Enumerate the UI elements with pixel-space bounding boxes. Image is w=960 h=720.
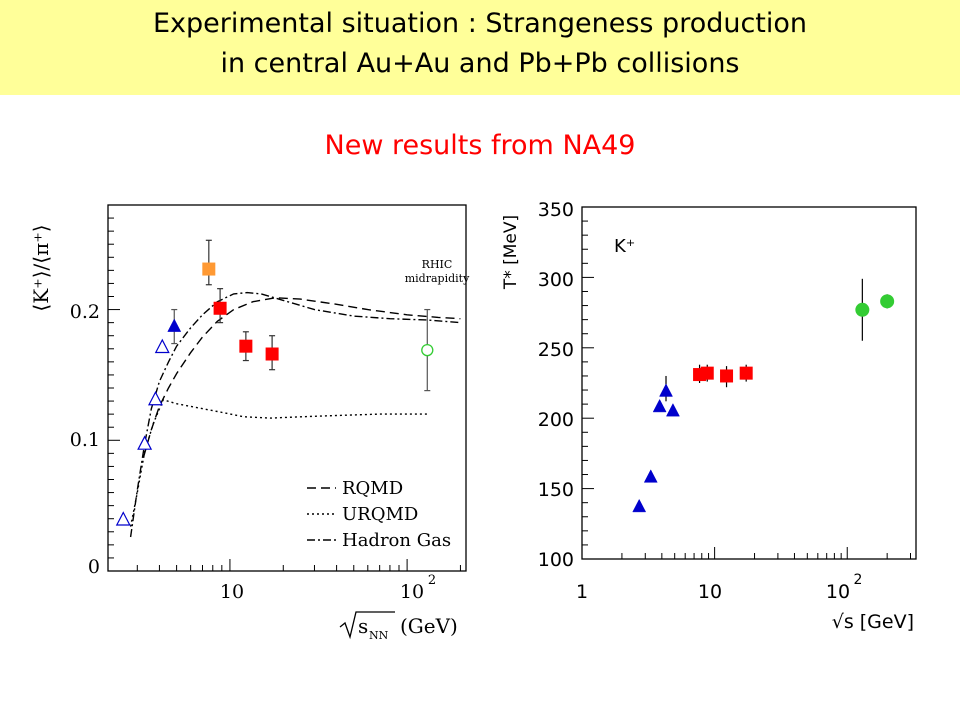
data-point (880, 294, 895, 309)
curve-hadron-gas (129, 291, 461, 538)
rhic-annotation-line-1: RHIC (422, 258, 453, 271)
left-legend: RQMD URQMD Hadron Gas (307, 478, 451, 551)
left-ytick-label-0.2: 0.2 (70, 301, 100, 323)
left-model-curves (129, 291, 461, 538)
data-point (739, 366, 753, 380)
left-ytick-label-0: 0 (88, 556, 100, 578)
data-point (659, 383, 673, 397)
right-ytick-label-250: 250 (538, 339, 574, 361)
right-ytick-label-200: 200 (538, 409, 574, 431)
data-point (213, 301, 227, 315)
data-point (643, 469, 658, 483)
curve-rqmd (142, 297, 461, 458)
right-data-points (632, 278, 895, 513)
right-ytick-label-100: 100 (538, 549, 574, 571)
data-point (652, 398, 667, 413)
page-title-line-2: in central Au+Au and Pb+Pb collisions (220, 48, 740, 79)
right-ytick-label-300: 300 (538, 269, 574, 291)
data-point (421, 343, 434, 357)
left-xlabel-sub: NN (369, 629, 389, 642)
left-x-axis-label: s NN (GeV) (339, 611, 458, 642)
right-ytick-label-150: 150 (538, 479, 574, 501)
left-xlabel-unit: (GeV) (400, 614, 458, 638)
right-xtick-exponent: 2 (854, 572, 863, 588)
left-data-points (115, 239, 434, 526)
left-xtick-label-100: 10 (400, 581, 424, 603)
title-bar (0, 0, 960, 95)
sqrt-sign (339, 611, 395, 640)
right-ytick-label-350: 350 (538, 199, 574, 221)
left-axis-ticks (108, 217, 461, 572)
right-xtick-label-10: 10 (698, 581, 722, 603)
legend-label-hadron-gas: Hadron Gas (342, 530, 451, 551)
left-y-axis-label: ⟨K⁺⟩/⟨π⁺⟩ (29, 224, 53, 311)
left-xtick-exponent: 2 (428, 573, 436, 588)
data-point (202, 262, 216, 276)
data-point (700, 366, 714, 380)
data-point (239, 339, 253, 353)
page-subtitle: New results from NA49 (324, 130, 636, 161)
page-title-line-1: Experimental situation : Strangeness pro… (152, 8, 808, 39)
data-point (115, 511, 131, 526)
right-x-axis-label: √s [GeV] (832, 611, 914, 633)
legend-label-rqmd: RQMD (342, 478, 403, 499)
right-y-axis-label: T* [MeV] (501, 215, 521, 290)
chart-kaon-temperature: 100 150 200 250 300 350 1 10 10 2 √s [Ge… (501, 199, 917, 633)
rhic-annotation-line-2: midrapidity (405, 272, 470, 285)
data-point (265, 347, 279, 361)
legend-label-urqmd: URQMD (342, 504, 418, 525)
left-ytick-label-0.1: 0.1 (70, 429, 100, 451)
data-point (720, 369, 734, 383)
left-xlabel-root: s (358, 614, 368, 638)
chart-kaon-pion-ratio: 0 0.1 0.2 10 10 2 ⟨K⁺⟩/⟨π⁺⟩ s NN (GeV) R… (29, 204, 470, 642)
data-point (632, 498, 647, 513)
data-point (855, 302, 870, 317)
right-xtick-label-100: 10 (826, 581, 850, 603)
data-point (154, 338, 170, 354)
right-axis-ticks (582, 206, 912, 560)
data-point (147, 390, 163, 406)
left-xtick-label-10: 10 (220, 581, 244, 603)
data-point (666, 403, 680, 417)
right-xtick-label-1: 1 (576, 581, 588, 603)
kplus-annotation: K⁺ (614, 236, 635, 257)
right-plot-frame (581, 206, 917, 560)
data-point (137, 435, 153, 450)
data-point (167, 318, 182, 332)
